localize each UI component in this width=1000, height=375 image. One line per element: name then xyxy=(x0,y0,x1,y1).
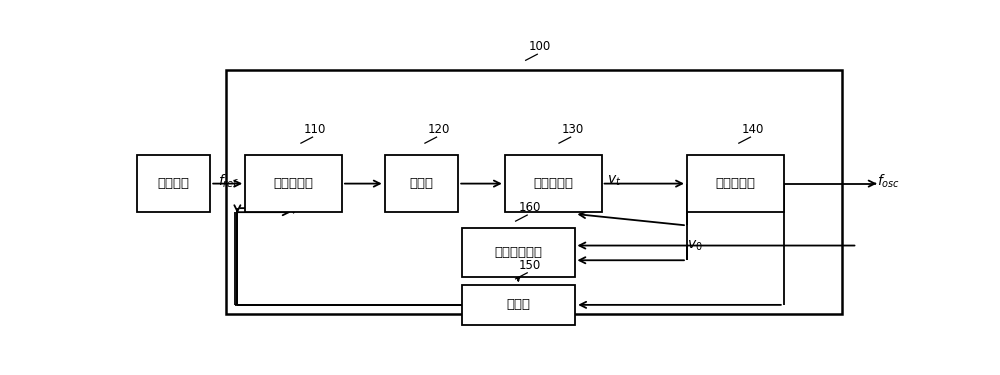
Text: 100: 100 xyxy=(528,40,551,53)
Text: 压控振荡器: 压控振荡器 xyxy=(715,177,755,190)
Text: 150: 150 xyxy=(518,259,541,272)
Text: 温度补偿单元: 温度补偿单元 xyxy=(494,246,542,259)
Text: 140: 140 xyxy=(742,123,764,136)
Text: 参考晶振: 参考晶振 xyxy=(157,177,189,190)
Text: 160: 160 xyxy=(518,201,541,214)
Text: 130: 130 xyxy=(562,123,584,136)
Bar xyxy=(462,285,574,325)
Bar xyxy=(226,69,842,314)
Text: 电荷泵: 电荷泵 xyxy=(409,177,433,190)
Text: $f_{osc}$: $f_{osc}$ xyxy=(877,172,900,190)
Bar xyxy=(462,228,574,278)
Bar xyxy=(385,155,458,213)
Text: 120: 120 xyxy=(428,123,450,136)
Text: 环路滤波器: 环路滤波器 xyxy=(533,177,573,190)
Bar xyxy=(245,155,342,213)
Text: $v_0$: $v_0$ xyxy=(687,239,703,254)
Text: $v_t$: $v_t$ xyxy=(607,174,621,189)
Bar xyxy=(137,155,210,213)
Text: 分频器: 分频器 xyxy=(506,298,530,311)
Bar xyxy=(687,155,784,213)
Text: $f_{ref}$: $f_{ref}$ xyxy=(218,172,240,190)
Text: 110: 110 xyxy=(304,123,326,136)
Bar xyxy=(505,155,602,213)
Text: 鉴频鉴相器: 鉴频鉴相器 xyxy=(274,177,314,190)
